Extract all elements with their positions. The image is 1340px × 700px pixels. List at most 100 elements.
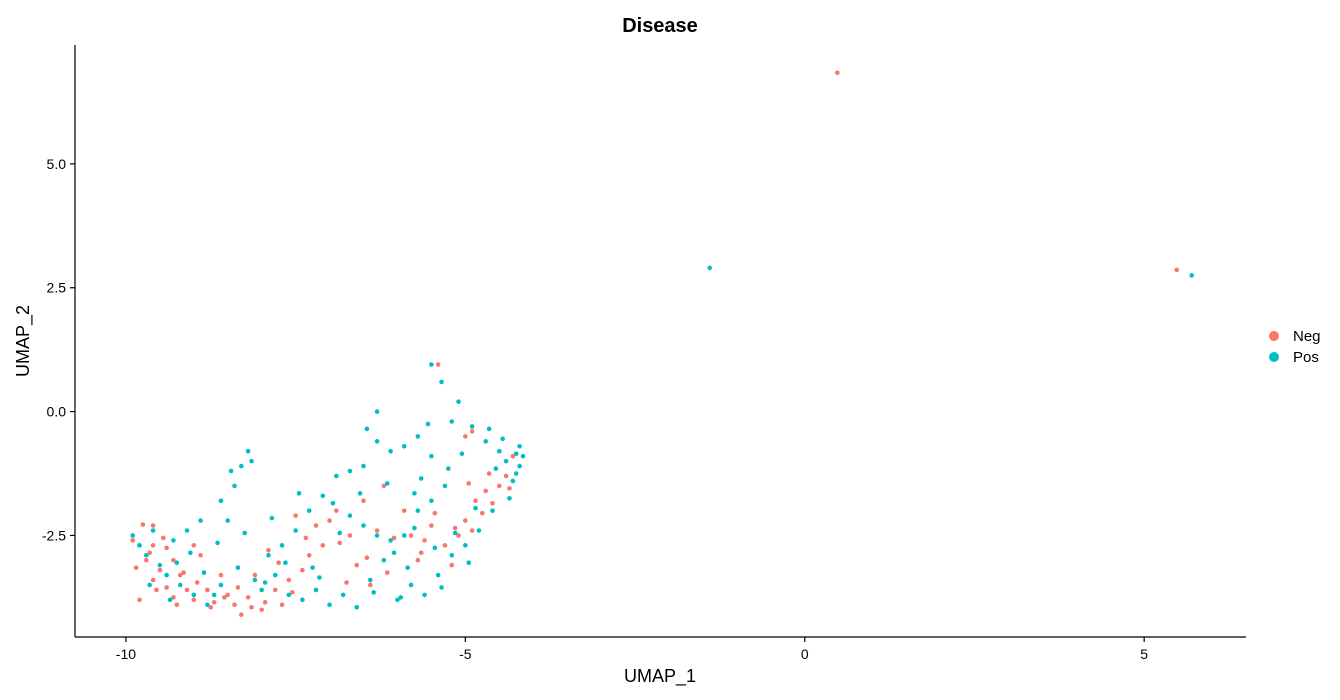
- point-neg: [381, 483, 387, 489]
- point-pos: [286, 592, 292, 598]
- point-pos: [449, 419, 455, 424]
- point-pos: [493, 466, 499, 471]
- point-pos: [374, 533, 380, 538]
- point-pos: [191, 592, 197, 598]
- point-pos: [422, 592, 427, 598]
- point-pos: [300, 597, 305, 603]
- point-pos: [361, 463, 366, 469]
- point-neg: [449, 562, 455, 568]
- point-pos: [293, 528, 298, 533]
- point-neg: [174, 602, 180, 608]
- point-pos: [490, 508, 495, 513]
- point-pos: [388, 448, 393, 454]
- point-pos: [150, 528, 156, 533]
- point-neg: [408, 533, 414, 538]
- point-neg: [177, 572, 183, 578]
- point-neg: [130, 538, 136, 543]
- point-pos: [249, 458, 254, 464]
- point-neg: [211, 600, 217, 605]
- point-pos: [184, 528, 190, 533]
- point-neg: [344, 580, 349, 585]
- point-pos: [211, 592, 217, 598]
- point-pos: [456, 399, 461, 404]
- point-pos: [388, 538, 393, 543]
- point-neg: [293, 513, 298, 518]
- point-pos: [306, 508, 312, 513]
- x-tick-label: -5: [459, 646, 472, 662]
- point-neg: [276, 560, 281, 565]
- point-neg: [354, 562, 360, 568]
- point-pos: [272, 572, 278, 578]
- point-pos: [259, 587, 264, 593]
- point-pos: [510, 478, 516, 484]
- point-neg: [157, 567, 163, 573]
- point-neg: [208, 604, 214, 610]
- point-pos: [469, 424, 475, 429]
- point-pos: [449, 552, 455, 558]
- point-pos: [429, 453, 434, 459]
- y-tick-label: 5.0: [47, 156, 67, 172]
- point-pos: [367, 577, 373, 583]
- point-pos: [520, 453, 526, 459]
- y-tick-label: 0.0: [47, 404, 67, 420]
- point-neg: [150, 523, 156, 528]
- legend-label-neg: Neg: [1293, 328, 1321, 345]
- point-pos: [317, 575, 322, 580]
- x-tick-label: 5: [1140, 646, 1148, 662]
- point-neg: [429, 523, 434, 528]
- point-neg: [137, 597, 142, 603]
- point-neg: [181, 570, 186, 575]
- point-neg: [374, 528, 380, 533]
- point-pos: [446, 466, 451, 471]
- point-neg: [272, 587, 278, 593]
- point-pos: [310, 565, 315, 570]
- point-pos: [425, 421, 431, 427]
- point-pos: [476, 528, 482, 533]
- point-pos: [357, 491, 363, 496]
- point-neg: [415, 557, 421, 563]
- point-pos: [364, 426, 370, 432]
- point-pos: [707, 265, 713, 271]
- point-pos: [137, 543, 142, 548]
- point-pos: [218, 498, 224, 504]
- point-pos: [313, 587, 319, 593]
- point-neg: [507, 486, 512, 491]
- point-pos: [507, 495, 512, 501]
- point-pos: [245, 448, 251, 454]
- point-pos: [283, 560, 288, 565]
- y-tick-label: 2.5: [47, 280, 67, 296]
- point-pos: [361, 523, 366, 528]
- point-neg: [205, 587, 210, 593]
- point-neg: [469, 429, 475, 434]
- x-axis-ticks: -10 -5 0 5: [116, 637, 1148, 662]
- point-neg: [452, 525, 458, 531]
- point-neg: [486, 471, 492, 476]
- point-neg: [184, 587, 190, 593]
- point-pos: [130, 533, 136, 538]
- point-neg: [249, 604, 254, 610]
- point-neg: [266, 548, 271, 553]
- point-pos: [401, 533, 407, 538]
- point-neg: [432, 510, 438, 516]
- point-pos: [473, 505, 478, 511]
- point-neg: [422, 538, 427, 543]
- point-pos: [429, 498, 434, 504]
- point-pos: [452, 530, 458, 536]
- y-axis-ticks: -2.5 0.0 2.5 5.0: [42, 156, 75, 543]
- point-neg: [442, 543, 448, 548]
- point-pos: [327, 602, 332, 608]
- point-pos: [266, 552, 271, 558]
- point-neg: [191, 543, 197, 548]
- point-pos: [242, 530, 248, 536]
- point-neg: [222, 595, 227, 600]
- point-neg: [469, 528, 475, 533]
- point-pos: [201, 570, 207, 575]
- point-pos: [188, 550, 193, 556]
- point-pos: [177, 582, 183, 588]
- point-pos: [374, 439, 380, 444]
- point-pos: [503, 458, 509, 464]
- point-neg: [456, 533, 461, 538]
- point-pos: [466, 560, 472, 565]
- point-pos: [432, 545, 438, 551]
- point-pos: [371, 590, 376, 595]
